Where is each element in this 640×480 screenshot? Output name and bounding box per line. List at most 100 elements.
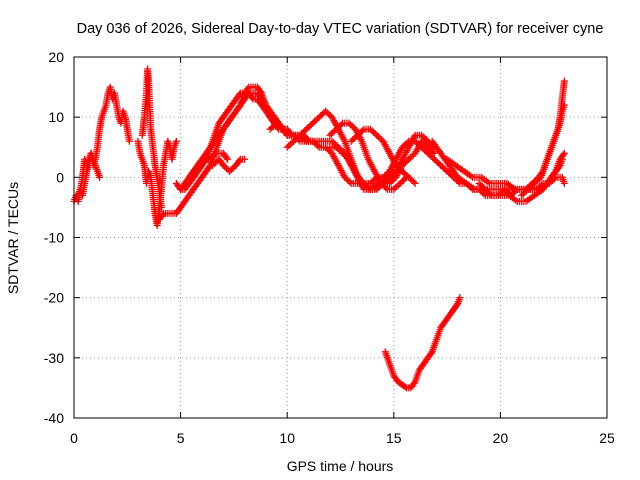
- data-point: [354, 131, 362, 139]
- x-tick-label: 20: [493, 430, 509, 446]
- data-point: [421, 146, 429, 154]
- data-point: [538, 169, 546, 177]
- data-point: [555, 163, 563, 171]
- data-point: [326, 131, 334, 139]
- data-point: [273, 119, 281, 127]
- x-axis-ticks: 0 5 10 15 20 25: [70, 57, 615, 446]
- data-point: [224, 155, 232, 163]
- grid-lines: [74, 57, 607, 418]
- data-point: [312, 140, 320, 148]
- data-point: [286, 140, 294, 148]
- data-point: [302, 125, 310, 133]
- data-point: [545, 179, 553, 187]
- data-point: [244, 85, 252, 93]
- data-point: [426, 151, 434, 159]
- data-point: [388, 169, 396, 177]
- data-point: [312, 116, 320, 124]
- data-point: [373, 131, 381, 139]
- data-point: [340, 151, 348, 159]
- data-point: [229, 164, 237, 172]
- data-point: [361, 182, 369, 190]
- data-point: [430, 155, 438, 163]
- data-point: [400, 169, 408, 177]
- data-point: [521, 188, 529, 196]
- data-point: [346, 178, 354, 186]
- x-tick-label: 10: [279, 430, 295, 446]
- data-point: [406, 175, 414, 183]
- data-point: [419, 139, 427, 147]
- data-point: [327, 130, 335, 138]
- data-point: [366, 179, 374, 187]
- data-point: [536, 182, 544, 190]
- plot-frame: [73, 56, 608, 419]
- data-point: [205, 163, 213, 171]
- data-point: [392, 161, 400, 169]
- data-point: [435, 160, 443, 168]
- data-point: [421, 140, 429, 148]
- data-point: [329, 128, 337, 136]
- data-point: [512, 187, 520, 195]
- data-point: [478, 182, 486, 190]
- data-point: [427, 146, 435, 154]
- data-point: [398, 178, 406, 186]
- data-point: [96, 173, 104, 181]
- data-point: [282, 130, 290, 138]
- data-point: [424, 143, 432, 151]
- data-point: [328, 137, 336, 145]
- data-point: [335, 146, 343, 154]
- data-point: [443, 167, 451, 175]
- data-point: [241, 155, 249, 163]
- data-point: [507, 191, 515, 199]
- data-point: [266, 125, 274, 133]
- data-point: [387, 178, 395, 186]
- data-point: [235, 91, 243, 99]
- data-point: [405, 173, 413, 181]
- y-tick-label: -30: [44, 350, 64, 366]
- data-point: [172, 137, 180, 145]
- data-point: [374, 133, 382, 141]
- data-point: [386, 179, 394, 187]
- data-point: [453, 301, 461, 309]
- data-point: [530, 178, 538, 186]
- data-point: [332, 143, 340, 151]
- data-point: [402, 170, 410, 178]
- data-point: [518, 191, 526, 199]
- series-s3: [138, 65, 165, 211]
- data-point: [357, 128, 365, 136]
- data-point: [342, 175, 350, 183]
- data-point: [501, 185, 509, 193]
- data-point: [349, 136, 357, 144]
- data-point: [547, 178, 555, 186]
- data-point: [380, 182, 388, 190]
- data-point: [398, 167, 406, 175]
- data-point: [424, 149, 432, 157]
- data-point: [385, 172, 393, 180]
- data-point: [560, 149, 568, 157]
- data-point: [403, 172, 411, 180]
- data-point: [337, 121, 345, 129]
- data-point: [497, 188, 505, 196]
- data-point: [383, 173, 391, 181]
- data-point: [560, 179, 568, 187]
- chart-title: Day 036 of 2026, Sidereal Day-to-day VTE…: [77, 21, 604, 37]
- data-point: [345, 119, 353, 127]
- x-axis-label: GPS time / hours: [287, 458, 394, 474]
- data-point: [410, 178, 418, 186]
- data-point: [363, 184, 371, 192]
- data-point: [221, 163, 229, 171]
- data-point: [248, 94, 256, 102]
- data-point: [379, 178, 387, 186]
- data-point: [549, 176, 557, 184]
- data-point: [528, 179, 536, 187]
- data-point: [418, 131, 426, 139]
- data-point: [322, 107, 330, 115]
- data-point: [502, 187, 510, 195]
- data-point: [331, 140, 339, 148]
- data-point: [325, 110, 333, 118]
- data-point: [335, 122, 343, 130]
- data-point: [337, 148, 345, 156]
- data-point: [559, 151, 567, 159]
- y-tick-label: -40: [44, 410, 64, 426]
- data-point: [299, 134, 307, 142]
- y-tick-label: -20: [44, 290, 64, 306]
